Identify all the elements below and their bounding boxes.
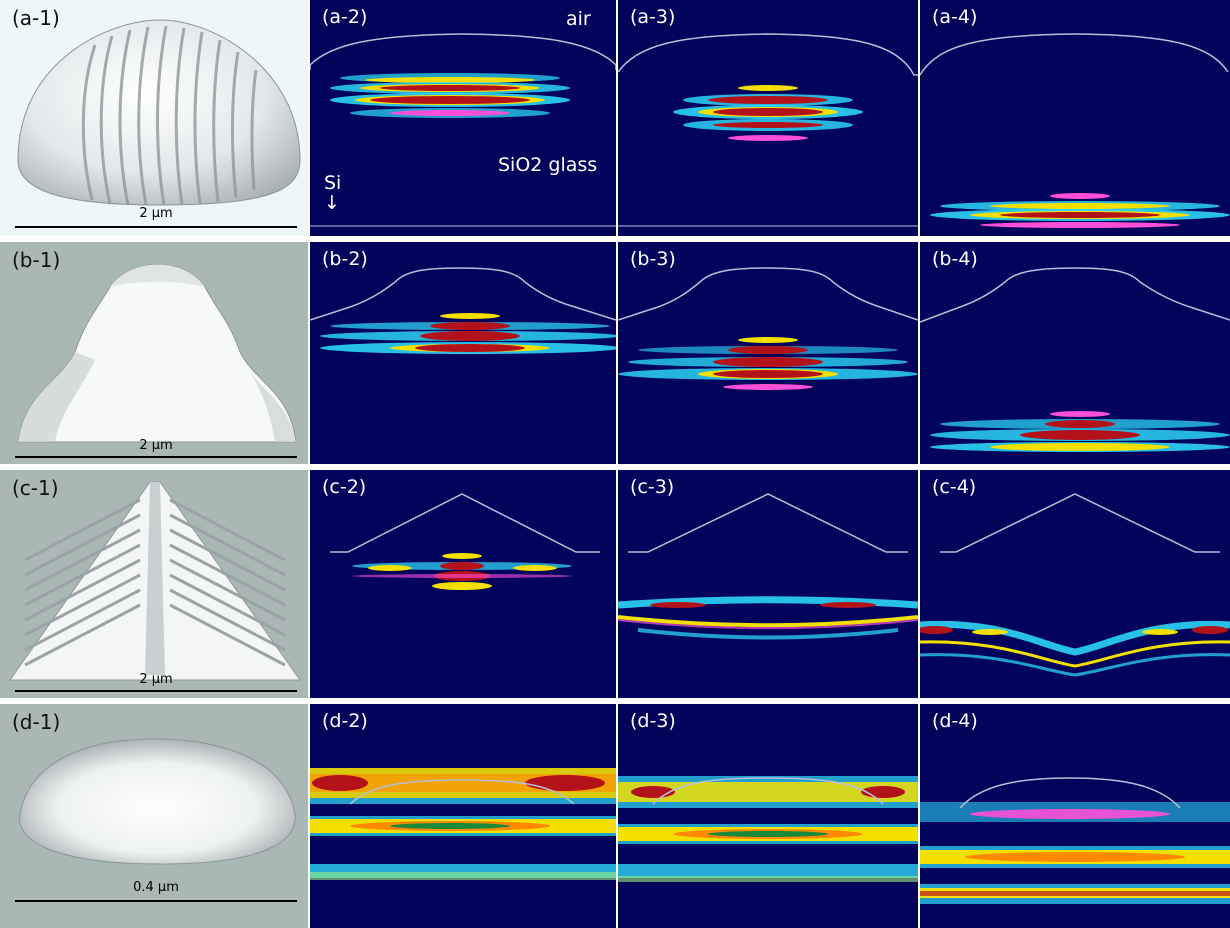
panel-label-a-4: (a-4)	[932, 6, 978, 28]
thumbnail-c: (c-1) 2 µm	[0, 470, 308, 698]
field-map-c-2	[330, 493, 600, 590]
profile-outline	[920, 33, 1229, 76]
panel-label-c-3: (c-3)	[630, 476, 675, 498]
row-divider	[0, 464, 1230, 470]
panel-label-b-2: (b-2)	[322, 248, 368, 270]
grooved-prism-render	[9, 481, 301, 681]
column-divider	[616, 0, 618, 928]
intensity-bands	[673, 85, 863, 141]
profile-outline	[310, 267, 616, 321]
field-panel-c-4: (c-4)	[920, 470, 1230, 698]
field-map-b-3	[618, 267, 918, 390]
field-map-a-4	[920, 33, 1230, 228]
profile-outline	[959, 777, 1181, 809]
profile-outline	[940, 493, 1220, 553]
profile-outline	[310, 33, 616, 70]
panel-label-b-1: (b-1)	[12, 248, 61, 272]
annotation-glass: SiO2 glass	[498, 154, 598, 176]
grooved-dome-render	[17, 19, 301, 206]
row-a: (a-1) 2 µm	[0, 0, 1230, 236]
scale-label-a: 2 µm	[139, 206, 173, 221]
field-panel-c-3: (c-3)	[618, 470, 918, 698]
row-divider	[0, 236, 1230, 242]
field-map-b-4	[920, 267, 1230, 452]
thumbnail-a: (a-1) 2 µm	[0, 0, 308, 236]
field-panel-d-2: (d-2)	[310, 704, 616, 928]
field-panel-b-2: (b-2)	[310, 242, 616, 464]
row-divider	[0, 698, 1230, 704]
field-panel-c-2: (c-2)	[310, 470, 616, 698]
panel-label-a-1: (a-1)	[12, 6, 60, 30]
column-divider	[308, 0, 310, 928]
field-map-c-4	[920, 493, 1230, 677]
field-panel-d-3: (d-3)	[618, 704, 918, 928]
profile-outline	[349, 779, 575, 805]
annotation-air: air	[566, 8, 591, 30]
intensity-bands	[352, 553, 572, 590]
field-panel-a-2: (a-2) air SiO2 glass Si ↓	[310, 0, 616, 236]
panel-label-a-3: (a-3)	[630, 6, 676, 28]
arrow-down-icon: ↓	[324, 192, 340, 214]
profile-outline	[652, 777, 884, 805]
profile-outline	[618, 33, 918, 76]
intensity-bands	[618, 596, 918, 640]
panel-label-c-2: (c-2)	[322, 476, 367, 498]
row-c: (c-1) 2 µm (c-2)	[0, 470, 1230, 698]
thumbnail-d: (d-1) 0.4 µm	[0, 704, 308, 928]
panel-label-b-4: (b-4)	[932, 248, 978, 270]
annotation-si: Si	[324, 172, 342, 194]
panel-label-a-2: (a-2)	[322, 6, 368, 28]
intensity-bands	[930, 193, 1230, 228]
row-b: (b-1) 2 µm (b-2)	[0, 242, 1230, 464]
field-panel-a-4: (a-4)	[920, 0, 1230, 236]
panel-label-d-1: (d-1)	[12, 710, 61, 734]
field-map-d-4	[920, 777, 1230, 904]
scale-bar-d	[15, 900, 297, 902]
scale-bar-a	[15, 226, 297, 228]
intensity-bands	[618, 337, 918, 390]
field-panel-b-3: (b-3)	[618, 242, 918, 464]
field-map-c-3	[618, 493, 918, 640]
panel-label-d-3: (d-3)	[630, 710, 676, 732]
field-map-d-2	[310, 768, 616, 880]
scale-bar-b	[15, 456, 297, 458]
stepped-dome-render	[17, 264, 297, 443]
intensity-bands	[920, 802, 1230, 904]
thumbnail-b: (b-1) 2 µm	[0, 242, 308, 464]
profile-outline	[920, 267, 1230, 323]
intensity-bands	[310, 768, 616, 880]
panel-label-c-1: (c-1)	[12, 476, 59, 500]
scale-label-c: 2 µm	[139, 672, 173, 687]
field-map-a-3	[618, 33, 918, 227]
field-panel-b-4: (b-4)	[920, 242, 1230, 464]
field-map-d-3	[618, 776, 918, 882]
scale-label-b: 2 µm	[139, 438, 173, 453]
field-map-b-2	[310, 267, 616, 354]
column-divider	[918, 0, 920, 928]
small-dome-render	[19, 738, 296, 865]
intensity-bands	[320, 313, 616, 354]
field-panel-a-3: (a-3)	[618, 0, 918, 236]
panel-label-b-3: (b-3)	[630, 248, 676, 270]
row-d: (d-1) 0.4 µm	[0, 704, 1230, 928]
field-map-a-2	[310, 33, 616, 227]
profile-outline	[618, 267, 918, 321]
profile-outline	[628, 493, 908, 553]
intensity-bands	[920, 620, 1230, 677]
panel-label-d-2: (d-2)	[322, 710, 368, 732]
intensity-bands	[930, 411, 1230, 452]
intensity-bands	[618, 776, 918, 882]
scale-bar-c	[15, 690, 297, 692]
profile-outline	[330, 493, 600, 553]
field-panel-d-4: (d-4)	[920, 704, 1230, 928]
scale-label-d: 0.4 µm	[133, 880, 179, 895]
panel-label-c-4: (c-4)	[932, 476, 977, 498]
intensity-bands	[330, 73, 570, 118]
panel-label-d-4: (d-4)	[932, 710, 978, 732]
